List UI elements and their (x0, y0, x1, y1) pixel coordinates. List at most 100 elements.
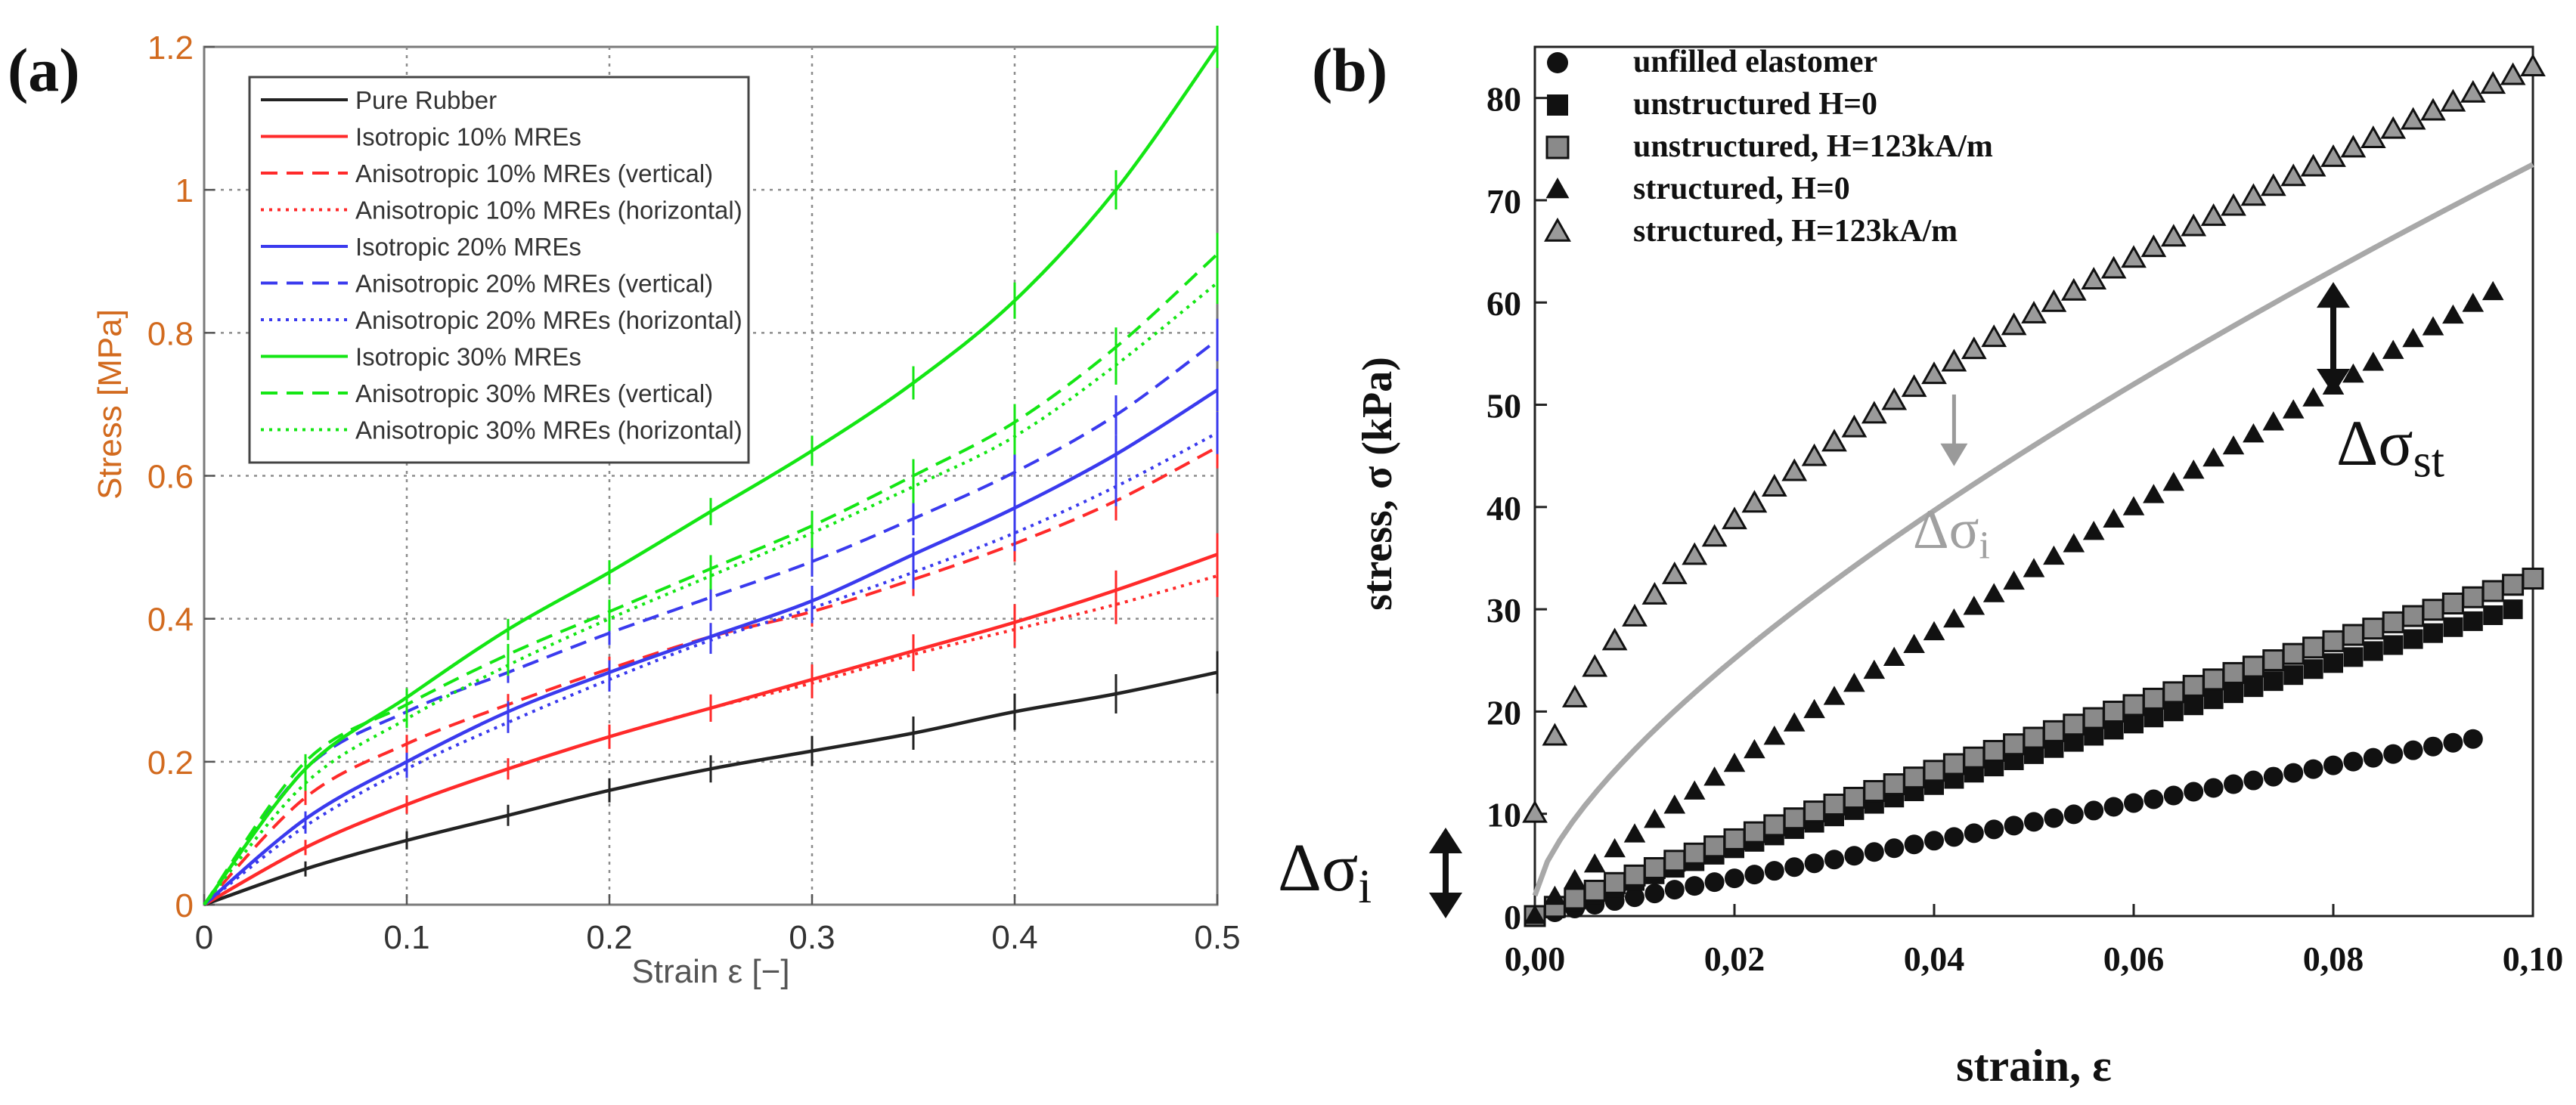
chart-b-point (2221, 193, 2246, 216)
chart-b-point (2140, 234, 2167, 258)
chart-b-point (1564, 887, 1586, 910)
chart-b-point (1921, 361, 1947, 385)
chart-b-point (2243, 770, 2264, 791)
chart-b-point (1904, 834, 1924, 855)
chart-b-point (1682, 542, 1708, 565)
chart-b-y-tick-label: 0 (1504, 898, 1521, 936)
chart-b-point (2443, 617, 2463, 637)
chart-b-legend-marker (1545, 135, 1570, 159)
chart-b-point (2303, 659, 2323, 679)
delta-i-grey-label-sub: i (1979, 524, 1989, 567)
panel-b-label: (b) (1312, 36, 1387, 104)
chart-b-y-tick-label: 20 (1486, 693, 1521, 732)
chart-b-point (2502, 574, 2525, 596)
chart-b-point (2003, 733, 2026, 756)
chart-b-point (2400, 107, 2426, 130)
chart-b-point (2323, 653, 2343, 673)
chart-b-point (2481, 580, 2504, 602)
chart-b-series (1522, 54, 2546, 927)
chart-b-point (1524, 905, 1546, 924)
chart-b-point (2124, 793, 2144, 813)
chart-a-line (203, 281, 1219, 906)
chart-b-point (2043, 545, 2065, 565)
chart-b-series-2 (1524, 568, 2544, 927)
chart-b-point (2323, 755, 2343, 775)
chart-b-point (1744, 865, 1765, 885)
chart-b-point (2420, 98, 2446, 121)
chart-a-legend-label: Anisotropic 20% MREs (vertical) (355, 270, 713, 298)
chart-b-point (1722, 506, 1747, 530)
delta-i-left-label-sub: i (1358, 859, 1372, 913)
chart-b-point (1823, 686, 1846, 705)
chart-b-point (2342, 363, 2364, 383)
chart-b-reference-line (1532, 162, 2534, 897)
chart-b-point (1884, 838, 1905, 859)
chart-b-y-tick-label: 30 (1486, 591, 1521, 630)
chart-b-point (2422, 316, 2444, 336)
chart-b-point (2303, 759, 2323, 779)
chart-b-point (2463, 729, 2483, 749)
chart-b-point (2203, 778, 2224, 798)
chart-b-point (2224, 683, 2243, 704)
chart-b-point (2343, 647, 2364, 667)
chart-b-point (2162, 681, 2185, 704)
chart-b-point (1625, 887, 1644, 908)
chart-b-point (1622, 603, 1648, 627)
chart-b-point (1704, 872, 1725, 893)
chart-b-point (2063, 533, 2085, 552)
chart-b-point (2001, 312, 2027, 336)
chart-a-series-3 (203, 554, 1219, 906)
chart-b-x-tick-label: 0,02 (1704, 939, 1765, 978)
chart-b-point (2342, 624, 2364, 646)
chart-b-point (2442, 304, 2464, 324)
chart-a-y-tick-label: 0.2 (147, 744, 194, 782)
chart-b-point (1804, 853, 1824, 874)
delta-i-left-label-base: Δσ (1278, 831, 1358, 905)
annotation-arrow-head-up (1429, 828, 1462, 853)
chart-b-point (2320, 144, 2346, 167)
chart-b-point (2402, 605, 2425, 627)
chart-b-point (2041, 289, 2067, 312)
chart-a-x-tick-label: 0.2 (586, 919, 632, 956)
chart-b-point (1743, 821, 1765, 843)
chart-b-point (1944, 827, 1964, 847)
chart-b-point (2483, 605, 2503, 625)
chart-b-point (2044, 808, 2064, 828)
chart-b-point (1844, 846, 1865, 866)
chart-b-point (2240, 183, 2267, 206)
chart-b-legend-marker (1547, 52, 1568, 73)
chart-b-point (1783, 807, 1806, 830)
chart-b-point (2202, 447, 2224, 467)
chart-b-point (2182, 674, 2205, 697)
chart-a-y-tick-label: 0.4 (147, 602, 194, 639)
delta-st-label-base: Δσ (2336, 407, 2413, 479)
chart-b-point (1803, 800, 1826, 823)
chart-b-point (1701, 524, 1728, 547)
chart-a-y-tick-label: 0 (175, 887, 194, 924)
chart-b-point (2283, 763, 2304, 783)
chart-b-point (1801, 443, 1827, 466)
delta-i-left-label: Δσi (1278, 831, 1372, 913)
chart-b-point (2322, 630, 2345, 652)
chart-b-point (1901, 374, 1927, 398)
chart-b-point (2262, 411, 2285, 431)
chart-b-point (2263, 671, 2283, 692)
chart-b-plot-frame (1533, 45, 2534, 918)
chart-b-point (2440, 88, 2466, 112)
chart-b-point (2203, 689, 2224, 710)
chart-b-point (2382, 339, 2404, 359)
chart-b-point (2182, 459, 2205, 479)
chart-b-point (1664, 880, 1685, 900)
chart-b-x-tick-label: 0,00 (1505, 939, 1566, 978)
chart-b-point (2242, 655, 2264, 678)
chart-b-point (1601, 627, 1628, 651)
chart-b-point (1942, 753, 1965, 775)
chart-b-y-axis-label: stress, σ (kPa) (1354, 357, 1401, 611)
chart-b-x-tick-label: 0,06 (2103, 939, 2165, 978)
chart-b-point (1661, 561, 1688, 584)
chart-b-point (1663, 850, 1686, 872)
chart-a-series-0 (203, 651, 1219, 907)
chart-a-y-tick-label: 1 (175, 172, 194, 209)
chart-b-point (1923, 760, 1945, 782)
